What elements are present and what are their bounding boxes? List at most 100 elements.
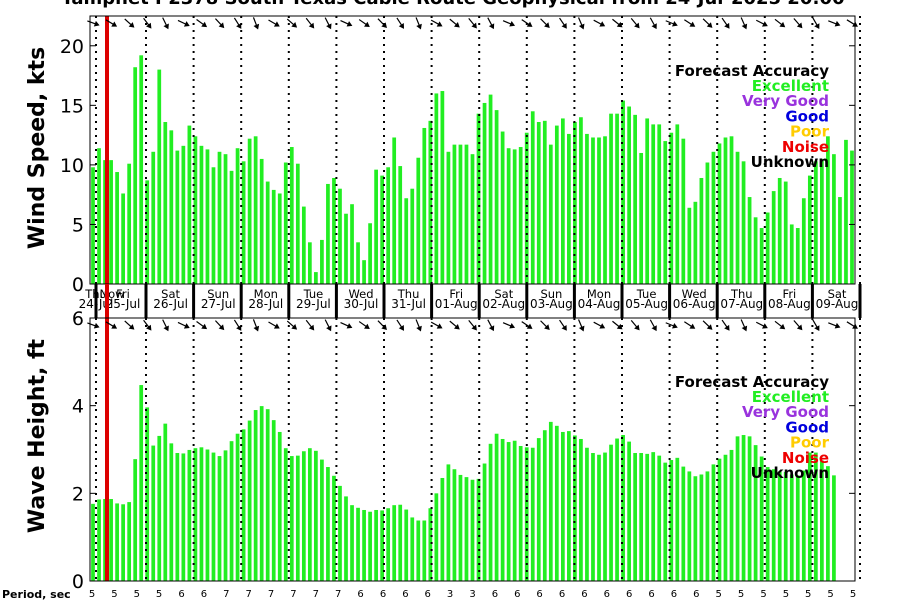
wind-direction-arrow [252, 17, 260, 30]
wind-bar [548, 144, 553, 284]
wave-bar [663, 462, 668, 581]
wind-bar [434, 93, 439, 284]
wind-bar [512, 149, 517, 284]
wind-direction-arrow [740, 17, 748, 30]
wind-bar [91, 167, 95, 284]
wind-direction-arrow [812, 17, 820, 30]
wave-bar [121, 504, 125, 581]
wave-bar [464, 477, 469, 581]
wave-bar [253, 410, 258, 581]
day-date-label: 04-Aug [578, 297, 621, 311]
wind-bar [97, 148, 101, 284]
day-date-label: 27-Jul [201, 297, 236, 311]
wave-bar [548, 421, 553, 581]
wave-direction-arrow [396, 319, 405, 331]
wave-bar [235, 433, 240, 581]
wave-direction-arrow [502, 322, 516, 329]
wind-bar [753, 217, 758, 284]
wave-direction-arrow [87, 322, 100, 329]
period-value: 5 [805, 589, 811, 600]
wind-bar [524, 132, 529, 284]
legend-title: Forecast Accuracy [675, 62, 829, 80]
wind-direction-arrow [449, 18, 460, 28]
wave-bar [591, 453, 595, 581]
wind-bar [826, 136, 830, 284]
wind-bar [121, 193, 125, 284]
wave-bar [603, 452, 607, 581]
wind-bar [536, 122, 541, 284]
wave-direction-arrows [87, 319, 858, 332]
wind-bar [639, 152, 644, 284]
now-label: Now [99, 287, 124, 301]
wind-bar [187, 125, 192, 284]
day-name-label: Wed [348, 287, 373, 301]
wind-y-axis-label: Wind Speed, kts [25, 47, 50, 249]
wind-day-gridlines [95, 16, 861, 284]
wind-direction-arrow [630, 18, 640, 29]
period-value: 7 [246, 589, 252, 600]
wind-bar [374, 169, 378, 284]
day-date-label: 29-Jul [296, 297, 331, 311]
wind-bar [440, 91, 445, 284]
wind-bar [573, 122, 577, 284]
day-date-label: 26-Jul [153, 297, 188, 311]
wave-bar [350, 505, 354, 581]
wave-bar [241, 429, 246, 581]
day-name-label: Tue [636, 287, 657, 301]
wind-bar [332, 177, 336, 284]
wave-bar [609, 444, 613, 581]
legend-item-excellent: Excellent [752, 77, 829, 95]
wind-bar [392, 137, 397, 284]
wind-direction-arrow [649, 17, 657, 30]
wind-y-tick-label: 0 [72, 274, 84, 296]
wave-bar [512, 440, 517, 581]
wave-bar [416, 520, 421, 581]
period-value: 6 [380, 589, 386, 600]
wave-bar [386, 508, 391, 581]
wave-bar [157, 435, 162, 581]
wave-bar [344, 496, 348, 581]
wave-bars [91, 385, 836, 581]
wind-bar [295, 163, 300, 284]
wind-direction-arrow [684, 19, 696, 27]
period-value: 6 [648, 589, 654, 600]
wind-bar [560, 118, 565, 284]
wave-bar [542, 430, 547, 581]
legend-item-poor: Poor [790, 434, 830, 452]
legend-item-noise: Noise [782, 449, 829, 467]
wave-bar [205, 449, 210, 581]
wave-bar [807, 452, 812, 581]
wind-bar [115, 172, 119, 284]
wind-bar [771, 191, 776, 284]
wind-bar [482, 102, 487, 284]
period-value: 7 [290, 589, 296, 600]
wave-bar [440, 477, 445, 581]
day-date-label: 24-Jul [79, 297, 114, 311]
wave-bar [585, 447, 589, 581]
wind-direction-arrow [846, 19, 858, 27]
day-name-label: Sat [828, 287, 847, 301]
wind-bar [289, 147, 294, 284]
wind-bar [452, 144, 457, 284]
wave-bar [621, 435, 625, 581]
wind-bar [729, 136, 734, 284]
wind-bar [705, 162, 710, 284]
wave-direction-arrow [593, 321, 606, 329]
wind-bar [169, 130, 174, 284]
day-name-label: Mon [254, 287, 278, 301]
wave-bar [169, 443, 174, 581]
wind-direction-arrow [268, 19, 280, 27]
wave-bar [771, 469, 776, 581]
wave-bar [392, 505, 397, 581]
wave-bar [458, 474, 463, 581]
wave-direction-arrow [377, 320, 387, 331]
wind-direction-arrow [324, 17, 332, 30]
wind-bar [530, 111, 535, 284]
wind-direction-arrow [468, 17, 477, 29]
wave-bar [789, 474, 794, 581]
wind-bar [651, 124, 656, 284]
period-value: 6 [693, 589, 699, 600]
wave-bar [651, 452, 656, 581]
wave-bar [295, 455, 300, 581]
wind-bar [157, 69, 162, 284]
